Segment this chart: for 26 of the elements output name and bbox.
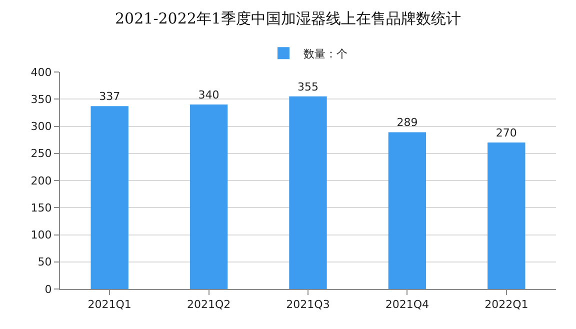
y-tick-label: 350: [30, 92, 52, 106]
y-tick-label: 0: [44, 282, 52, 296]
bar: [488, 142, 526, 289]
data-label: 340: [198, 88, 220, 102]
y-tick-label: 200: [30, 174, 52, 188]
x-tick-label: 2021Q1: [88, 298, 132, 312]
bar: [388, 132, 426, 289]
x-tick-label: 2021Q3: [286, 298, 330, 312]
data-label: 355: [298, 80, 318, 94]
x-tick-label: 2022Q1: [484, 298, 528, 312]
y-tick-label: 400: [30, 66, 52, 79]
data-label: 289: [396, 116, 418, 130]
y-tick-label: 100: [30, 228, 52, 242]
bar: [190, 104, 228, 289]
data-label: 270: [496, 126, 517, 140]
bar: [289, 96, 327, 289]
y-tick-label: 300: [30, 120, 52, 134]
y-tick-label: 50: [38, 256, 52, 269]
data-label: 337: [99, 90, 120, 104]
chart-title: 2021-2022年1季度中国加湿器线上在售品牌数统计: [115, 10, 461, 28]
y-tick-label: 250: [30, 147, 52, 160]
x-tick-label: 2021Q4: [385, 298, 430, 312]
bar: [90, 106, 128, 289]
y-tick-label: 150: [30, 201, 52, 214]
legend-label: 数量：个: [304, 47, 348, 60]
x-tick-label: 2021Q2: [186, 298, 231, 312]
